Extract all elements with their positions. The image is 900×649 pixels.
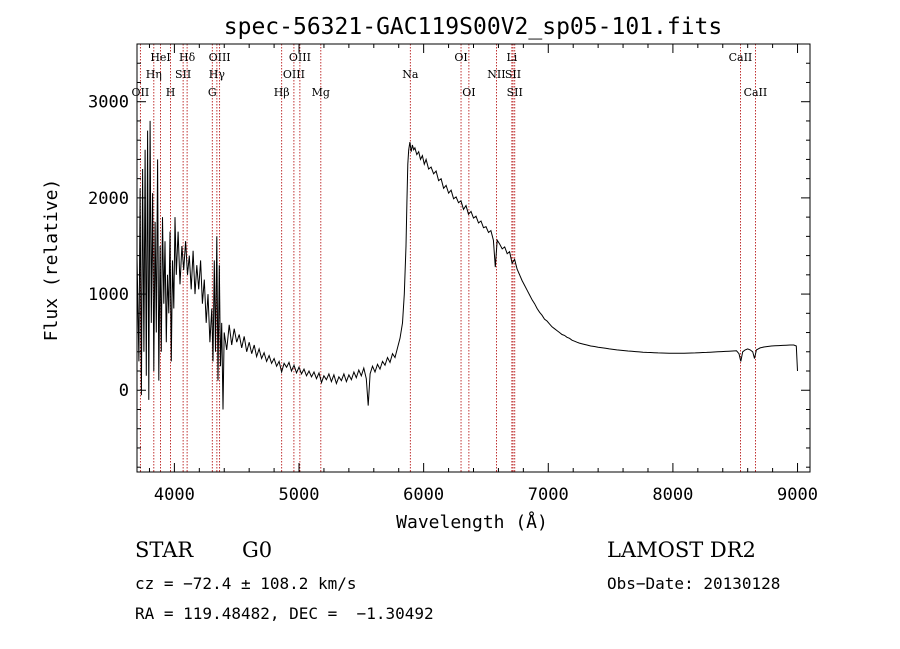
survey-name: LAMOST DR2 [607, 538, 756, 562]
plot-frame [136, 43, 811, 473]
line-marker-label: SII [507, 86, 523, 99]
y-tick-label: 3000 [88, 93, 129, 113]
line-marker-label: CaII [729, 51, 753, 64]
line-marker-label: OII [132, 86, 150, 99]
x-tick-label: 7000 [528, 485, 569, 505]
line-marker-label: OIII [289, 51, 311, 64]
line-marker-label: OIII [283, 68, 305, 81]
spectrum-line [136, 120, 798, 410]
line-marker-label: CaII [744, 86, 768, 99]
x-tick-label: 8000 [652, 485, 693, 505]
y-tick-label: 0 [119, 381, 129, 401]
x-axis-label: Wavelength (Å) [396, 511, 548, 533]
x-tick-label: 9000 [777, 485, 818, 505]
line-marker-label: SII [175, 68, 191, 81]
x-axis-ticks: 4000 5000 6000 7000 8000 9000 [148, 44, 818, 505]
line-marker-label: Na [402, 68, 419, 81]
line-markers [139, 44, 756, 472]
observation-date: Obs−Date: 20130128 [607, 574, 781, 593]
line-marker-label: H [166, 86, 176, 99]
y-axis-label: Flux (relative) [41, 179, 62, 342]
y-axis-ticks: 0 1000 2000 3000 [88, 43, 810, 468]
line-marker-label: G [208, 86, 217, 99]
line-marker-labels: OII Hη HeI H SII Hδ G Hγ OIII Hβ OIII OIII Mg Na OI OI N… [132, 51, 768, 99]
coordinates: RA = 119.48482, DEC = −1.30492 [135, 604, 434, 623]
line-marker-label: HeI [150, 51, 170, 64]
y-tick-label: 1000 [88, 285, 129, 305]
x-tick-label: 4000 [154, 485, 195, 505]
line-marker-label: SII [505, 68, 521, 81]
line-marker-label: OI [454, 51, 467, 64]
chart-title: spec-56321-GAC119S00V2_sp05-101.fits [224, 14, 723, 40]
line-marker-label: NII [487, 68, 505, 81]
y-tick-label: 2000 [88, 189, 129, 209]
x-tick-label: 5000 [279, 485, 320, 505]
line-marker-label: Li [506, 51, 517, 64]
x-tick-label: 6000 [403, 485, 444, 505]
line-marker-label: Hη [146, 68, 162, 81]
line-marker-label: OIII [209, 51, 231, 64]
redshift-velocity: cz = −72.4 ± 108.2 km/s [135, 574, 357, 593]
line-marker-label: Mg [312, 86, 330, 99]
line-marker-label: OI [462, 86, 475, 99]
object-class: STAR [135, 538, 194, 562]
object-subclass: G0 [242, 538, 273, 562]
line-marker-label: Hβ [274, 86, 290, 99]
line-marker-label: Hδ [179, 51, 196, 64]
line-marker-label: Hγ [209, 68, 226, 81]
